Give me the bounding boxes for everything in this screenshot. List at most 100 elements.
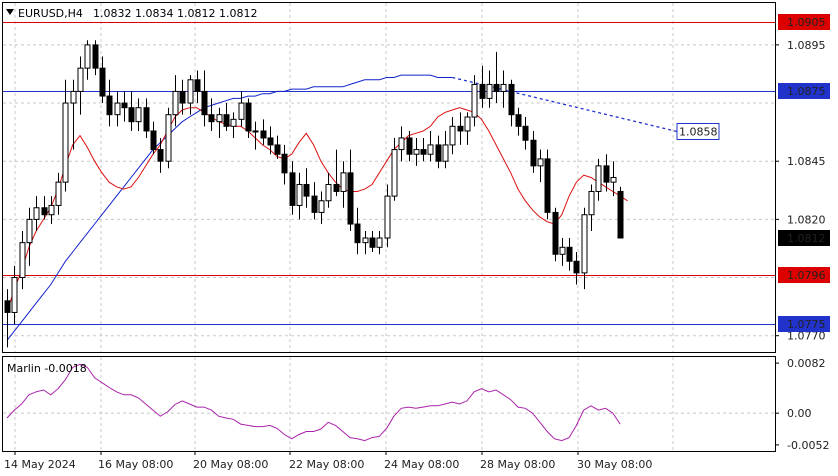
- level-label-1.0812[interactable]: 1.0812: [778, 230, 830, 246]
- candle: [135, 98, 142, 131]
- candle: [420, 137, 427, 162]
- candle: [347, 149, 354, 232]
- candle-body-down: [435, 144, 442, 162]
- candle-body-up: [449, 125, 456, 146]
- candle-body-up: [187, 79, 194, 104]
- candle: [84, 40, 91, 80]
- indicator-title: Marlin -0.0018: [7, 362, 87, 375]
- candle-body-up: [442, 144, 449, 162]
- candle-body-up: [362, 237, 369, 244]
- candle: [92, 40, 99, 76]
- candle: [398, 126, 405, 162]
- candle-body-up: [165, 114, 172, 162]
- candle: [260, 119, 267, 145]
- candle-body-up: [216, 114, 223, 123]
- time-tick-label: 24 May 08:00: [384, 458, 459, 471]
- candle: [588, 184, 595, 232]
- candle-body-down: [223, 114, 230, 127]
- candle: [77, 56, 84, 115]
- indicator-panel-frame: [2, 356, 776, 452]
- candle-body-up: [471, 83, 478, 118]
- candle: [595, 158, 602, 201]
- level-label-1.0875[interactable]: 1.0875: [778, 83, 830, 99]
- candle-body-up: [500, 83, 507, 92]
- candle-body-down: [544, 158, 551, 213]
- marlin-oscillator: [6, 363, 621, 442]
- candle: [157, 137, 164, 173]
- candle-body-up: [172, 90, 179, 116]
- grid: [3, 3, 775, 451]
- level-label-box: [778, 267, 830, 283]
- candle: [537, 149, 544, 183]
- candle: [464, 112, 471, 145]
- candle: [289, 161, 296, 215]
- candle: [479, 65, 486, 108]
- candle: [413, 137, 420, 166]
- candle: [230, 112, 237, 138]
- candle: [500, 70, 507, 108]
- indicator-tick-label: 0.0082: [787, 357, 826, 370]
- candle-body-down: [179, 90, 186, 104]
- candle-body-down: [617, 190, 624, 239]
- level-label-1.0796[interactable]: 1.0796: [778, 267, 830, 283]
- candle-body-up: [588, 190, 595, 216]
- candle: [150, 121, 157, 155]
- candle-body-down: [420, 149, 427, 155]
- level-label-text: 1.0812: [787, 232, 826, 245]
- price-tick-label: 1.0895: [787, 39, 826, 52]
- candle-body-up: [610, 177, 617, 183]
- candle-body-down: [121, 102, 128, 109]
- candle-body-up: [84, 44, 91, 69]
- candle-body-up: [11, 277, 18, 313]
- candle: [406, 130, 413, 162]
- candle-body-down: [143, 107, 150, 132]
- candle: [245, 98, 252, 138]
- candle: [223, 103, 230, 131]
- candle-body-down: [128, 107, 135, 123]
- price-panel-frame: [2, 2, 776, 353]
- candle: [427, 130, 434, 162]
- level-label-1.0775[interactable]: 1.0775: [778, 316, 830, 332]
- candle: [493, 51, 500, 104]
- candle-body-up: [398, 137, 405, 151]
- candle-body-down: [41, 207, 48, 216]
- price-tick-label: 1.0845: [787, 155, 826, 168]
- candle: [303, 168, 310, 208]
- candle: [128, 91, 135, 131]
- candle-body-up: [340, 172, 347, 192]
- candle-body-up: [48, 204, 55, 216]
- level-label-1.0905[interactable]: 1.0905: [778, 14, 830, 30]
- level-label-box: [778, 14, 830, 30]
- candle-body-down: [479, 83, 486, 99]
- level-label-text: 1.0796: [787, 269, 826, 282]
- candle: [333, 149, 340, 197]
- candle-body-up: [464, 116, 471, 132]
- time-axis: 14 May 2024 16 May 08:00 20 May 08:00 22 Ma…: [4, 451, 652, 471]
- candle-body-up: [70, 90, 77, 104]
- candle: [19, 231, 26, 290]
- candle: [544, 149, 551, 220]
- candle: [252, 121, 259, 150]
- candle-body-down: [552, 211, 559, 255]
- candle: [216, 107, 223, 138]
- level-label-text: 1.0905: [787, 16, 826, 29]
- level-label-text: 1.0875: [787, 85, 826, 98]
- candle: [208, 98, 215, 131]
- collapse-triangle-icon[interactable]: [6, 9, 14, 15]
- candle: [318, 191, 325, 225]
- candle-body-down: [201, 90, 208, 116]
- candle: [41, 196, 48, 220]
- candle-body-down: [150, 130, 157, 151]
- candle: [391, 137, 398, 201]
- time-tick-label: 16 May 08:00: [98, 458, 173, 471]
- candle: [515, 107, 522, 136]
- candle: [486, 70, 493, 108]
- candle-body-down: [194, 79, 201, 92]
- candle: [610, 161, 617, 197]
- candle-body-up: [318, 200, 325, 213]
- candle-body-down: [566, 246, 573, 262]
- candle: [62, 79, 69, 192]
- candle: [325, 172, 332, 208]
- price-axis: 1.0895 1.0845 1.0820 1.0770 1.0905 1.0875 1.08…: [775, 14, 830, 343]
